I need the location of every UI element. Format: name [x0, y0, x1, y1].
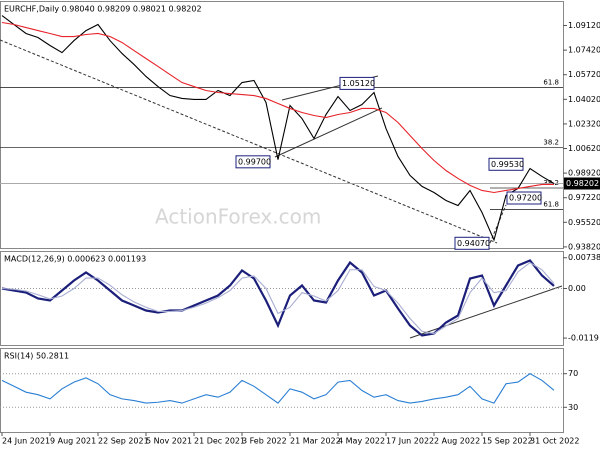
- channel-line: [274, 107, 383, 158]
- series-line: [1, 262, 555, 335]
- series-line: [1, 373, 555, 404]
- x-tick-label: 3 Feb 2022: [242, 437, 287, 446]
- x-tick-label: 9 Aug 2021: [50, 437, 96, 446]
- y-tick-label: 1.09120: [568, 21, 600, 30]
- y-tick-label: 0.00: [568, 284, 586, 293]
- fib-label: 61.8: [543, 78, 559, 86]
- x-tick-label: 21 Dec 2021: [194, 437, 245, 446]
- x-tick-label: 24 Jun 2021: [2, 437, 50, 446]
- annotation-box: [339, 76, 375, 90]
- annotation-label: 0.97200: [509, 194, 542, 203]
- y-tick-label: 0.007384: [568, 253, 600, 262]
- plot-layer: 61.838.238.261.81.091201.074201.057201.0…: [0, 15, 600, 446]
- price-panel: [0, 1, 564, 249]
- rsi-title: RSI(14) 50.2811: [4, 352, 69, 361]
- y-tick-label: 0.93820: [568, 242, 600, 251]
- series-line: [1, 15, 555, 242]
- annotation-box: [235, 155, 271, 169]
- x-tick-label: 4 May 2022: [338, 437, 385, 446]
- fib-label: 38.2: [543, 139, 559, 147]
- x-tick-label: 31 Oct 2022: [530, 437, 579, 446]
- rsi-panel: [0, 348, 564, 433]
- y-tick-label: 1.00620: [568, 144, 600, 153]
- x-tick-label: 22 Sep 2021: [98, 437, 149, 446]
- x-tick-label: 15 Sep 2022: [482, 437, 533, 446]
- y-tick-label: 1.05720: [568, 70, 600, 79]
- annotation-label: 1.05120: [342, 79, 375, 88]
- x-tick-label: 21 Mar 2022: [290, 437, 341, 446]
- fib-label: 61.8: [543, 200, 559, 208]
- annotation-label: 0.94070: [457, 239, 490, 248]
- y-tick-label: -0.0119: [568, 334, 599, 343]
- macd-title: MACD(12,26,9) 0.000623 0.001193: [4, 255, 146, 264]
- annotation-box: [488, 157, 524, 171]
- annotation-box: [506, 191, 542, 205]
- last-price-label: 0.98202: [566, 179, 599, 188]
- y-tick-label: 1.02320: [568, 119, 600, 128]
- watermark: ActionForex.com: [155, 205, 321, 229]
- macd-panel: [0, 251, 564, 346]
- annotation-box: [454, 236, 490, 250]
- y-tick-label: 0.98920: [568, 169, 600, 178]
- price-title: EURCHF,Daily 0.98040 0.98209 0.98021 0.9…: [4, 5, 202, 14]
- y-tick-label: 0.97220: [568, 193, 600, 202]
- annotation-label: 0.99530: [491, 160, 524, 169]
- macd-trend-line: [409, 285, 563, 339]
- x-tick-label: 5 Nov 2021: [146, 437, 192, 446]
- x-tick-label: 2 Aug 2022: [434, 437, 480, 446]
- y-tick-label: 1.07420: [568, 46, 600, 55]
- y-tick-label: 0.95520: [568, 218, 600, 227]
- last-price-box: [564, 177, 600, 190]
- x-tick-label: 17 Jun 2022: [386, 437, 434, 446]
- annotation-label: 0.99700: [238, 157, 271, 166]
- series-line: [1, 21, 554, 194]
- y-tick-label: 1.04020: [568, 95, 600, 104]
- y-tick-label: 70: [568, 369, 578, 378]
- y-tick-label: 30: [568, 403, 578, 412]
- trend-line: [0, 39, 498, 244]
